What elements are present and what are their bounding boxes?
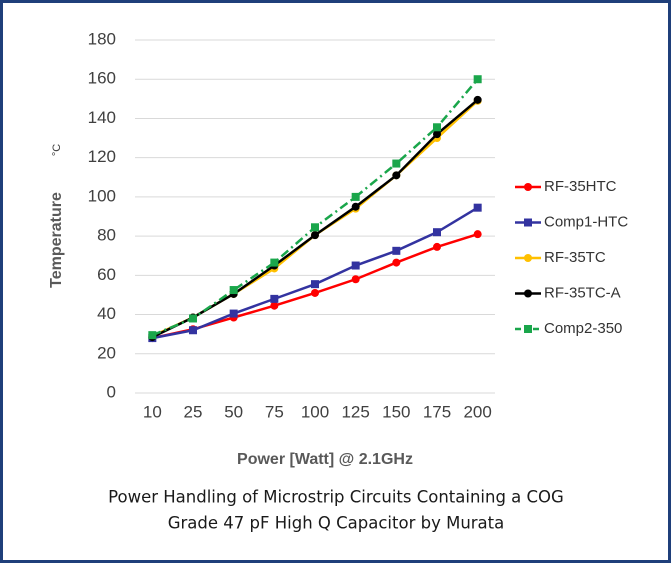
x-tick-label: 75: [265, 402, 284, 421]
marker: [351, 261, 360, 270]
legend-marker: [524, 254, 532, 262]
marker: [473, 95, 482, 104]
marker: [473, 230, 482, 239]
y-tick-label: 80: [97, 226, 116, 245]
x-tick-label: 100: [301, 402, 329, 421]
x-tick-label: 50: [224, 402, 243, 421]
marker: [229, 286, 238, 295]
y-tick-label: 160: [88, 69, 116, 88]
y-tick-label: 120: [88, 147, 116, 166]
y-tick-label: 0: [107, 382, 116, 401]
marker: [148, 331, 157, 340]
x-axis-title: Power [Watt] @ 2.1GHz: [237, 451, 413, 468]
marker: [189, 314, 197, 323]
marker: [270, 301, 279, 310]
marker: [311, 223, 319, 232]
marker: [311, 280, 319, 289]
legend-marker: [524, 289, 532, 298]
x-tick-label: 150: [382, 402, 410, 421]
marker: [433, 130, 441, 139]
legend-marker: [524, 218, 532, 227]
marker: [392, 258, 401, 267]
y-tick-label: 180: [88, 29, 116, 48]
caption: Grade 47 pF High Q Capacitor by Murata: [168, 514, 505, 533]
marker: [351, 202, 360, 211]
y-tick-label: 100: [88, 186, 116, 205]
marker: [392, 246, 401, 255]
marker: [311, 231, 319, 240]
legend-label: Comp1-HTC: [544, 213, 628, 230]
x-tick-label: 175: [423, 402, 451, 421]
y-tick-label: 60: [97, 265, 116, 284]
legend-label: RF-35TC-A: [544, 284, 621, 301]
legend-marker: [524, 325, 532, 333]
caption: Power Handling of Microstrip Circuits Co…: [108, 488, 564, 507]
y-tick-label: 20: [97, 343, 116, 362]
y-axis-title: Temperature: [48, 192, 65, 288]
marker: [433, 123, 441, 132]
marker: [351, 192, 360, 201]
marker: [351, 275, 360, 284]
y-tick-label: 140: [88, 108, 116, 127]
y-axis-unit: °C: [51, 144, 63, 156]
marker: [270, 258, 279, 267]
marker: [473, 75, 482, 84]
x-tick-label: 10: [143, 402, 162, 421]
legend-label: Comp2-350: [544, 320, 622, 337]
marker: [189, 326, 197, 335]
marker: [473, 203, 482, 212]
x-tick-label: 125: [341, 402, 369, 421]
marker: [433, 242, 441, 251]
marker: [270, 294, 279, 303]
marker: [229, 309, 238, 318]
x-tick-label: 25: [184, 402, 203, 421]
legend-label: RF-35HTC: [544, 178, 617, 195]
marker: [392, 159, 401, 168]
y-tick-label: 40: [97, 304, 116, 323]
x-tick-label: 200: [463, 402, 491, 421]
marker: [392, 171, 401, 180]
marker: [311, 288, 319, 297]
legend-marker: [524, 183, 532, 191]
legend-label: RF-35TC: [544, 249, 606, 266]
marker: [433, 228, 441, 237]
